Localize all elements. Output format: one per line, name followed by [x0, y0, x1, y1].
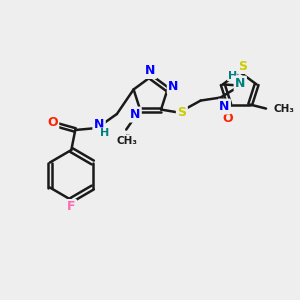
Text: methyl: methyl	[126, 133, 131, 135]
Text: N: N	[219, 100, 230, 113]
Text: N: N	[235, 77, 245, 90]
Text: N: N	[94, 118, 104, 131]
Text: S: S	[177, 106, 186, 119]
Text: CH₃: CH₃	[274, 103, 295, 114]
Text: S: S	[238, 59, 247, 73]
Text: H: H	[228, 70, 237, 81]
Text: N: N	[168, 80, 178, 93]
Text: N: N	[146, 64, 156, 77]
Text: N: N	[130, 108, 140, 121]
Text: O: O	[222, 112, 233, 125]
Text: H: H	[100, 128, 109, 138]
Text: O: O	[47, 116, 58, 130]
Text: CH₃: CH₃	[117, 136, 138, 146]
Text: F: F	[67, 200, 76, 214]
